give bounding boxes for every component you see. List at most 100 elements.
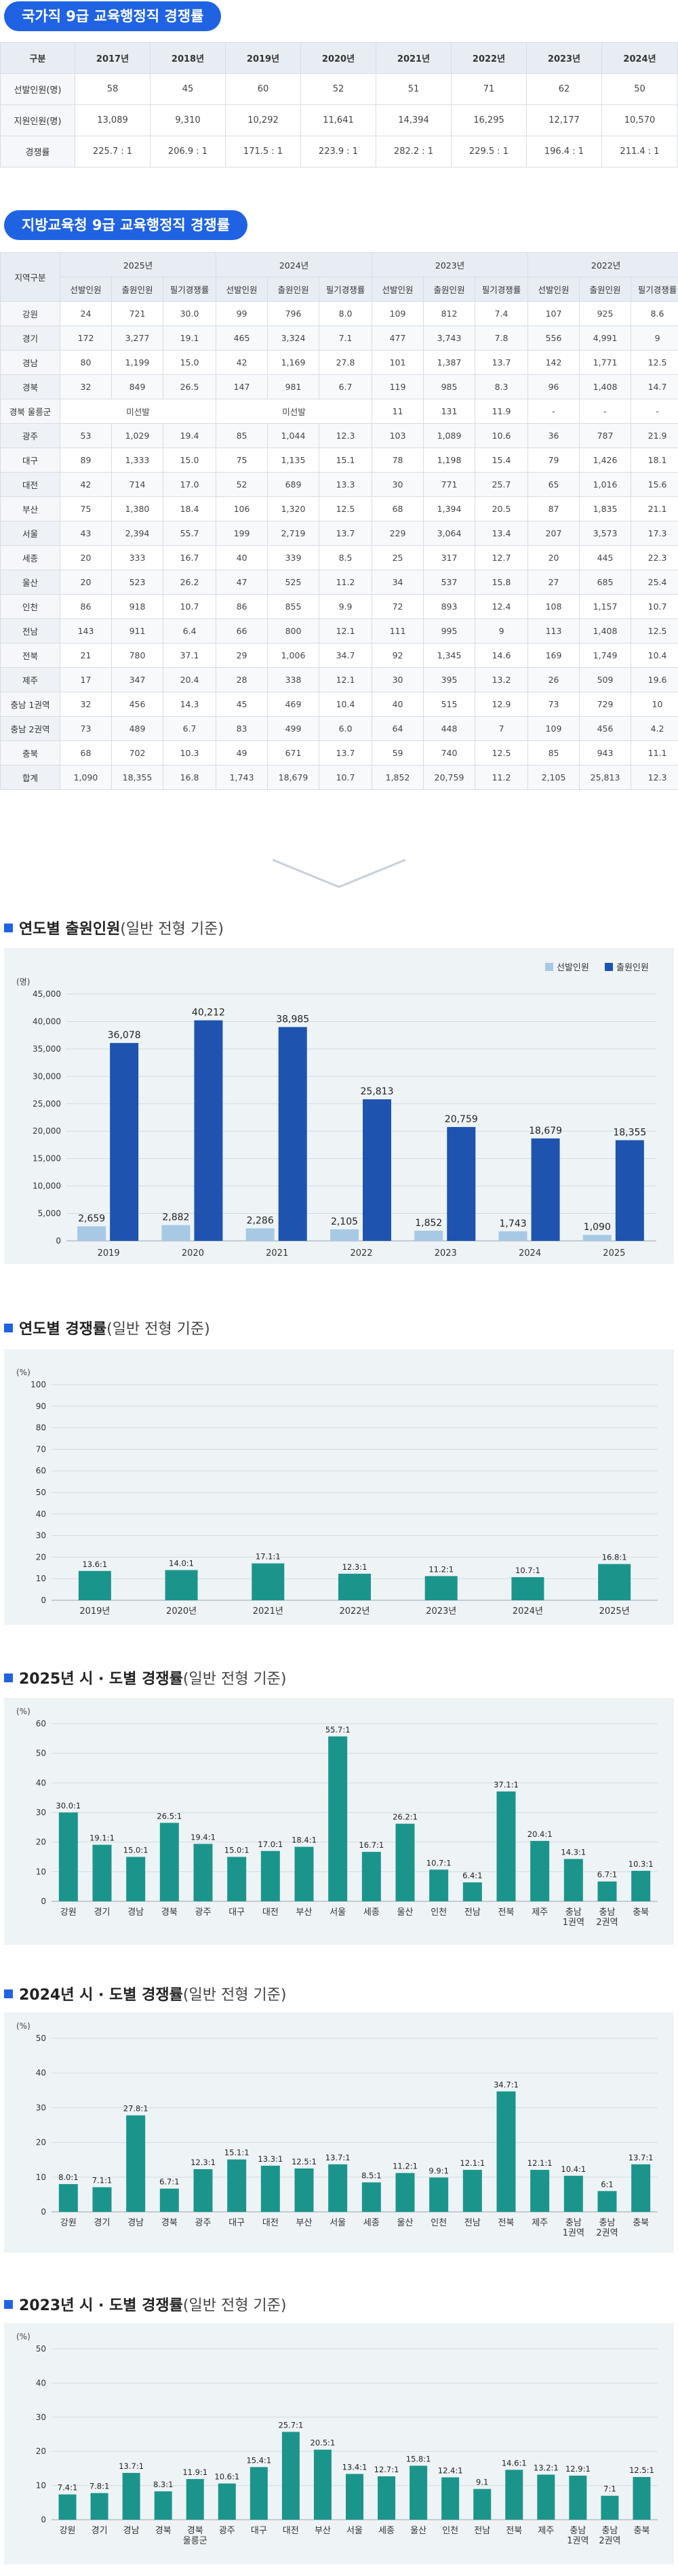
table-cell: 689 (267, 472, 320, 497)
table-cell: 1,006 (267, 643, 320, 668)
bar (505, 2470, 523, 2520)
data-label: 16.7:1 (359, 1840, 384, 1850)
table-cell: 59 (372, 740, 424, 766)
table-cell: 171.5 : 1 (225, 136, 301, 167)
data-label: 25,813 (361, 1086, 394, 1097)
bar (395, 1823, 415, 1901)
x-tick-label: 제주 (532, 1907, 548, 1918)
table-cell: 10.3 (162, 740, 217, 766)
table-cell: 10,570 (601, 104, 678, 136)
table-cell: 86 (216, 594, 268, 619)
section-marker-icon (4, 1989, 13, 1998)
table-cell: 499 (267, 716, 320, 741)
table-cell: 64 (372, 716, 424, 741)
column-header: 2017년 (75, 42, 151, 74)
table-cell: 1,089 (423, 423, 476, 448)
y-tick-label: 45,000 (33, 989, 61, 999)
bar (429, 2177, 449, 2212)
data-label: 7:1 (603, 2484, 616, 2494)
data-label: 12.3:1 (342, 1562, 367, 1572)
table-cell: 10.7 (319, 765, 373, 790)
y-tick-label: 40,000 (33, 1016, 61, 1026)
x-tick-label: 충북 (633, 1907, 649, 1918)
bar (126, 2115, 146, 2212)
bar (227, 1857, 247, 1901)
section-marker-icon (4, 924, 13, 932)
table-cell: 7.8 (475, 325, 529, 351)
table-cell: 18,679 (267, 765, 320, 790)
chart-2024-ratio: (%) 0 10 20 30 40 50 8.0:1 강원 7.1:1 경기 27.8:1 경남 6.7:… (16, 2021, 658, 2238)
table-cell: 1,749 (579, 643, 632, 668)
table-row: 인천 86 918 10.7 86 855 9.9 72 893 12.4 108 1,157 10.7 (0, 594, 678, 619)
bar (631, 1871, 651, 1901)
table-cell: 111 (372, 618, 424, 643)
table-cell: 12.5 (631, 618, 678, 643)
table-cell: 72 (372, 594, 424, 619)
x-tick-label: 인천 (431, 1907, 447, 1918)
table-row: 대전 42 714 17.0 52 689 13.3 30 771 25.7 65 1,016 15.6 (0, 472, 678, 497)
table-cell: 7.4 (475, 301, 529, 326)
table-cell: 1,771 (579, 350, 632, 375)
data-label: 14.0:1 (169, 1558, 194, 1568)
table-cell: 282.2 : 1 (376, 136, 452, 167)
table-cell: 2,105 (527, 765, 580, 790)
table-row: 울산 20 523 26.2 47 525 11.2 34 537 15.8 27 685 25.4 (0, 570, 678, 595)
table-cell: 16.8 (162, 765, 217, 790)
table-cell: 229.5 : 1 (451, 136, 527, 167)
y-tick-label: 0 (41, 1897, 46, 1906)
table-cell: 3,324 (267, 325, 320, 351)
bar (218, 2483, 236, 2520)
data-label: 40,212 (192, 1008, 225, 1018)
table-cell: 8.3 (475, 374, 529, 399)
bar (126, 1857, 146, 1901)
table-cell: 전북 (0, 643, 60, 668)
data-label: 20.4:1 (527, 1829, 553, 1839)
x-tick-label: 대전 (262, 1907, 279, 1918)
table-cell: 79 (527, 448, 580, 473)
table-cell: 199 (216, 521, 268, 546)
table-cell: 12.3 (631, 765, 678, 790)
x-tick-label: 전북 (506, 2526, 522, 2536)
section-marker-icon (4, 1324, 13, 1332)
section-marker-icon (4, 1673, 13, 1682)
y-tick-label: 0 (56, 1236, 61, 1246)
column-header: 2019년 (225, 42, 301, 74)
y-tick-label: 5,000 (38, 1209, 61, 1218)
table-cell: 1,029 (111, 423, 163, 448)
table-cell: 1,852 (372, 765, 424, 790)
table-cell: 9 (631, 325, 678, 351)
table-cell: 15.0 (162, 350, 217, 375)
x-tick-label: 2023년 (426, 1606, 456, 1617)
table-cell: 19.6 (631, 667, 678, 692)
chevron-down-icon (272, 858, 406, 888)
table-cell: 796 (267, 301, 320, 326)
column-header-sub: 필기경쟁률 (319, 277, 373, 302)
table-cell: 30 (372, 667, 424, 692)
table-row: 제주 17 347 20.4 28 338 12.1 30 395 13.2 26 509 19.6 (0, 667, 678, 692)
column-header-year: 2024년 (216, 252, 373, 277)
table-cell: 45 (150, 73, 226, 105)
data-label: 26.2:1 (393, 1812, 418, 1822)
table-cell: 37.1 (162, 643, 217, 668)
bar (569, 2475, 587, 2520)
table-cell: 1,320 (267, 496, 320, 521)
data-label: 14.3:1 (561, 1848, 586, 1857)
table-cell: 11.2 (319, 570, 373, 595)
table-cell: 경쟁률 (0, 136, 75, 167)
table-cell: 21 (60, 643, 112, 668)
table-cell: 대구 (0, 448, 60, 473)
data-label: 12.7:1 (374, 2465, 399, 2474)
x-tick-label: 부산 (296, 2218, 313, 2228)
table-cell: 울산 (0, 570, 60, 595)
table-cell: 32 (60, 692, 112, 717)
data-label: 2,286 (247, 1216, 274, 1227)
table-cell: 147 (216, 374, 268, 399)
table-cell: 26.5 (162, 374, 217, 399)
table-row: 광주 53 1,029 19.4 85 1,044 12.3 103 1,089 10.6 36 78… (0, 423, 678, 448)
table-cell: 충남 1권역 (0, 692, 60, 717)
table-cell: 1,090 (60, 765, 112, 790)
bar (313, 2449, 332, 2520)
table-cell: 11,641 (300, 104, 376, 136)
y-tick-label: 30,000 (33, 1071, 61, 1081)
bar (615, 1140, 644, 1241)
